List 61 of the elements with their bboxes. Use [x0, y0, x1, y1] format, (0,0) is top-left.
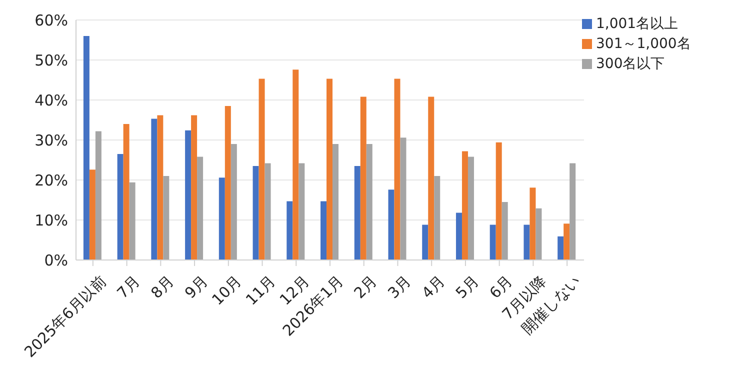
x-tick-label: 8月: [147, 272, 178, 302]
bar: [185, 130, 192, 260]
legend-label: 1,001名以上: [596, 16, 678, 32]
bar: [564, 224, 570, 260]
bar: [258, 78, 265, 260]
bar: [89, 170, 96, 260]
bar: [388, 190, 394, 260]
x-tick-label: 2月: [350, 272, 381, 302]
bar: [292, 70, 299, 260]
bar: [496, 142, 502, 260]
bar: [191, 115, 198, 260]
bar: [524, 224, 530, 260]
y-tick-label: 30%: [34, 131, 68, 150]
bar: [252, 166, 259, 260]
x-tick-label: 7月: [113, 272, 144, 302]
bar: [151, 118, 158, 260]
bar: [157, 115, 164, 260]
bar: [366, 144, 372, 260]
bar: [570, 163, 576, 260]
x-tick-label: 4月: [418, 272, 448, 302]
bar: [123, 124, 130, 260]
bar: [530, 188, 536, 260]
y-tick-label: 60%: [34, 11, 68, 30]
bar: [422, 224, 428, 260]
bar: [456, 212, 462, 260]
bar: [394, 78, 400, 260]
bar: [468, 156, 474, 260]
bar: [230, 144, 237, 260]
bar: [197, 156, 204, 260]
bar: [502, 202, 508, 260]
bar: [558, 236, 564, 260]
bar: [224, 106, 231, 260]
x-tick-label: 5月: [452, 272, 482, 302]
bar: [428, 96, 434, 260]
bar: [354, 166, 360, 260]
x-tick-label: 3月: [384, 272, 414, 302]
bar: [117, 154, 124, 260]
legend-label: 300名以下: [596, 56, 665, 72]
bar: [490, 224, 496, 260]
bar: [286, 201, 293, 260]
bar: [400, 138, 406, 260]
bar: [360, 96, 366, 260]
y-tick-label: 20%: [34, 171, 68, 190]
bar: [298, 163, 305, 260]
y-tick-label: 50%: [34, 51, 68, 70]
bar: [462, 151, 468, 260]
y-tick-label: 10%: [34, 211, 68, 230]
bar: [264, 163, 271, 260]
bar: [320, 201, 327, 260]
bar: [129, 182, 136, 260]
bar: [83, 36, 90, 260]
bar: [326, 78, 333, 260]
bar: [536, 208, 542, 260]
bar: [163, 176, 170, 260]
legend-label: 301～1,000名: [596, 36, 691, 52]
y-tick-label: 0%: [44, 251, 68, 270]
bar: [95, 131, 102, 260]
bar: [434, 176, 440, 260]
y-tick-label: 40%: [34, 91, 68, 110]
bar: [332, 144, 339, 260]
bar: [218, 178, 225, 260]
